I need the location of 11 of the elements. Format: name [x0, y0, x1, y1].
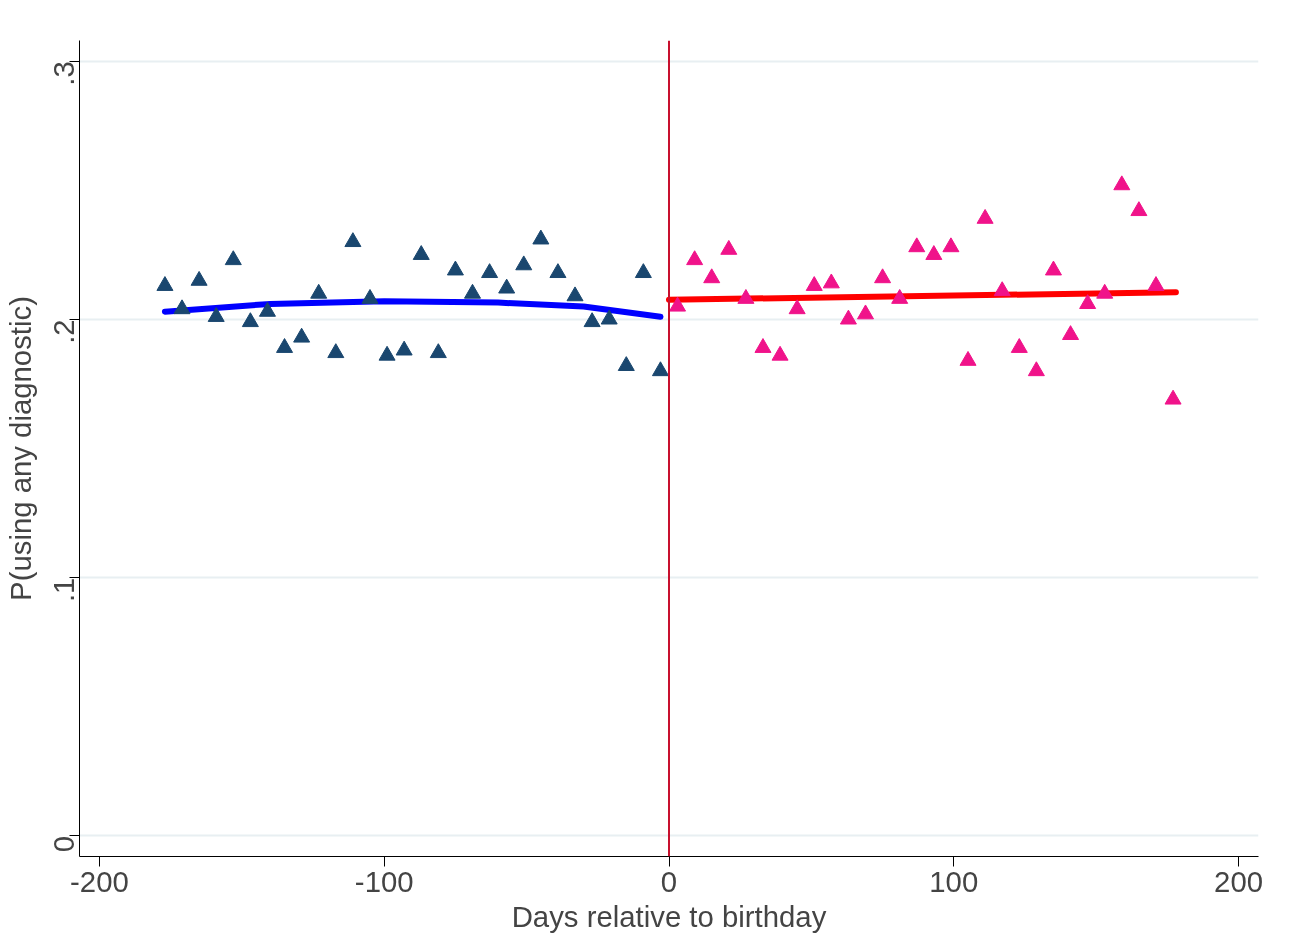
x-tick-label: -100 — [354, 864, 414, 898]
y-axis-title: P(using any diagnostic) — [3, 296, 37, 601]
y-tick-label: .2 — [47, 319, 81, 344]
x-tick-label: 100 — [929, 864, 979, 898]
x-tick-label: 200 — [1214, 864, 1264, 898]
x-tick-label: -200 — [70, 864, 129, 898]
x-tick-label: 0 — [660, 864, 678, 898]
x-axis-title: Days relative to birthday — [511, 899, 827, 933]
y-tick-label: .1 — [47, 577, 81, 603]
y-tick-label: 0 — [47, 835, 81, 853]
y-tick-label: .3 — [47, 61, 81, 86]
